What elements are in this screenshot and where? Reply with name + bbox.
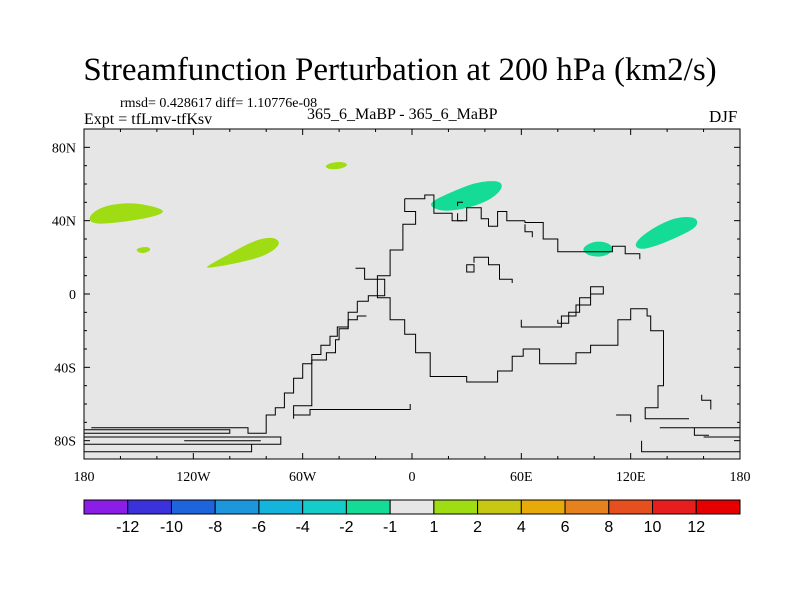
colorbar-label: 1 [429, 519, 438, 536]
colorbar-swatch [520, 499, 566, 515]
experiment-label: Expt = tfLmv-tfKsv [84, 111, 213, 128]
colorbar-label: 2 [473, 519, 482, 536]
plot-area [84, 129, 740, 459]
colorbar-swatch [345, 499, 391, 515]
stats-text: rmsd= 0.428617 diff= 1.10776e-08 [120, 96, 318, 111]
colorbar: -12 -10 -8 -6 -4 -2 -1 1 2 4 6 8 10 12 [83, 499, 741, 536]
colorbar-swatch [477, 499, 522, 515]
colorbar-swatch [127, 499, 172, 515]
anomaly-region-central-pacific-positive [206, 237, 279, 268]
anomaly-regions [89, 162, 698, 268]
colorbar-label: -1 [383, 519, 397, 536]
coastline-segment [524, 220, 641, 260]
plot-background [84, 129, 740, 459]
colorbar-label: 10 [644, 519, 662, 536]
coastline-segment [84, 436, 282, 445]
x-tick-label: 180 [74, 470, 95, 485]
coastline-segment [293, 404, 411, 416]
coastline-segment [376, 198, 689, 420]
y-tick-label: 80N [52, 141, 76, 156]
y-tick-label: 40S [54, 361, 76, 376]
y-tick-label: 80S [54, 435, 76, 450]
coastline-segment [91, 301, 358, 434]
coastline-segment [84, 444, 253, 453]
colorbar-swatch [83, 499, 129, 515]
colorbar-swatch [564, 499, 610, 515]
coastline-segment [457, 201, 463, 206]
anomaly-region-arctic-positive [325, 162, 347, 170]
colorbar-swatch [389, 499, 435, 515]
anomaly-region-west-pacific-negative [635, 217, 698, 249]
season-label: DJF [709, 107, 738, 126]
colorbar-label: -2 [339, 519, 353, 536]
colorbar-label: 4 [517, 519, 526, 536]
coastline-segment [701, 394, 712, 410]
colorbar-swatch [652, 499, 697, 515]
coastlines [83, 194, 740, 453]
y-tick-label: 40N [52, 215, 76, 230]
colorbar-swatch [170, 499, 216, 515]
anomaly-region-india-negative [583, 241, 613, 257]
coastline-segment [404, 194, 525, 227]
colorbar-label: -6 [252, 519, 266, 536]
anomaly-region-north-pacific-positive [89, 203, 163, 224]
coastline-segment [524, 224, 533, 238]
anomaly-region-europe-negative [431, 181, 502, 211]
coastline-segment [693, 427, 709, 436]
x-tick-label: 60E [510, 470, 533, 485]
coastline-segment [84, 429, 231, 434]
x-tick-label: 120W [176, 470, 211, 485]
x-tick-label: 60W [289, 470, 317, 485]
colorbar-swatch [695, 499, 741, 515]
coastline-segment [457, 213, 463, 222]
coastline-segment [520, 286, 604, 328]
coastline-segment [641, 440, 740, 453]
colorbar-swatch [302, 499, 347, 515]
colorbar-swatch [214, 499, 260, 515]
case-label: 365_6_MaBP - 365_6_MaBP [307, 106, 498, 123]
x-tick-label: 0 [409, 470, 416, 485]
y-tick-label: 0 [69, 288, 76, 303]
colorbar-label: 12 [687, 519, 705, 536]
x-tick-label: 120E [616, 470, 646, 485]
colorbar-swatch [608, 499, 654, 515]
axis-ticks: 180 120W 60W 0 60E 120E 180 80N 40N 0 40S 80S [52, 129, 751, 485]
chart-title: Streamfunction Perturbation at 200 hPa (… [83, 52, 717, 88]
coastline-segment [466, 264, 475, 273]
coastline-segment [293, 315, 367, 419]
anomaly-region-small-pacific-positive [136, 246, 151, 254]
colorbar-label: 8 [604, 519, 613, 536]
colorbar-label: -10 [160, 519, 183, 536]
coastline-segment [616, 414, 632, 423]
colorbar-swatch [433, 499, 479, 515]
colorbar-label: -4 [296, 519, 310, 536]
x-tick-label: 180 [730, 470, 751, 485]
coastline-segment [473, 256, 513, 283]
coastline-segment [355, 267, 386, 302]
colorbar-label: -8 [208, 519, 222, 536]
colorbar-swatch [258, 499, 304, 515]
colorbar-label: 6 [561, 519, 570, 536]
colorbar-label: -12 [116, 519, 139, 536]
